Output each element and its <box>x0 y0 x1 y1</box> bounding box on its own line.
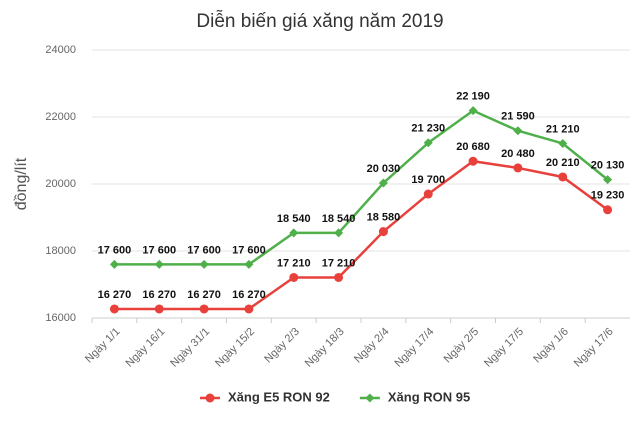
chart-title: Diễn biến giá xăng năm 2019 <box>196 10 443 32</box>
data-label: 22 190 <box>456 91 490 103</box>
data-label: 21 210 <box>546 123 580 135</box>
data-label: 20 480 <box>501 148 535 160</box>
point <box>244 304 254 314</box>
y-tick-label: 22000 <box>45 111 76 123</box>
data-label: 16 270 <box>142 289 176 301</box>
x-tick-label: Ngày 1/1 <box>83 326 123 366</box>
legend-label: Xăng RON 95 <box>388 389 470 404</box>
point <box>468 106 478 116</box>
data-label: 17 600 <box>232 244 266 256</box>
data-label: 17 600 <box>98 244 132 256</box>
x-tick-label: Ngày 2/3 <box>262 326 302 366</box>
point <box>603 205 613 215</box>
point <box>289 272 299 282</box>
point <box>199 259 209 269</box>
data-label: 20 030 <box>367 163 401 175</box>
point <box>109 304 119 314</box>
x-tick-label: Ngày 16/1 <box>123 326 167 370</box>
data-label: 20 130 <box>591 160 625 172</box>
y-axis-label: đồng/lít <box>13 157 30 210</box>
legend-item: Xăng RON 95 <box>359 389 470 404</box>
point <box>365 393 375 403</box>
point <box>513 126 523 136</box>
y-tick-label: 20000 <box>45 178 76 190</box>
point <box>558 172 568 182</box>
point <box>244 259 254 269</box>
data-label: 19 700 <box>411 174 445 186</box>
data-label: 18 540 <box>277 213 311 225</box>
x-tick-label: Ngày 17/6 <box>572 326 616 370</box>
point <box>199 304 209 314</box>
point <box>558 138 568 148</box>
data-label: 17 600 <box>142 244 176 256</box>
point <box>423 189 433 199</box>
x-tick-label: Ngày 15/2 <box>213 326 257 370</box>
point <box>154 304 164 314</box>
data-label: 21 590 <box>501 111 535 123</box>
point <box>603 175 613 185</box>
data-label: 16 270 <box>98 289 132 301</box>
series-line <box>114 159 609 311</box>
point <box>205 393 215 403</box>
series-line <box>114 109 609 266</box>
data-label: 17 210 <box>322 257 356 269</box>
data-label: 16 270 <box>232 289 266 301</box>
y-tick-label: 16000 <box>45 312 76 324</box>
point <box>109 259 119 269</box>
data-label: 21 230 <box>411 123 445 135</box>
point <box>423 138 433 148</box>
x-tick-label: Ngày 2/4 <box>352 326 392 366</box>
x-tick-label: Ngày 31/1 <box>168 326 212 370</box>
x-tick-label: Ngày 18/3 <box>303 326 347 370</box>
data-label: 18 540 <box>322 213 356 225</box>
point <box>378 178 388 188</box>
point <box>289 228 299 238</box>
point <box>154 259 164 269</box>
point <box>513 163 523 173</box>
legend-label: Xăng E5 RON 92 <box>228 389 330 404</box>
legend-item: Xăng E5 RON 92 <box>200 389 330 404</box>
data-label: 17 210 <box>277 257 311 269</box>
x-tick-label: Ngày 17/4 <box>392 326 436 370</box>
x-tick-label: Ngày 17/5 <box>482 326 526 370</box>
y-tick-label: 18000 <box>45 245 76 257</box>
y-tick-label: 24000 <box>45 44 76 56</box>
data-label: 20 680 <box>456 141 490 153</box>
data-label: 17 600 <box>187 244 221 256</box>
point <box>378 227 388 237</box>
data-label: 18 580 <box>367 211 401 223</box>
x-tick-label: Ngày 2/5 <box>442 326 482 366</box>
data-label: 19 230 <box>591 190 625 202</box>
point <box>334 228 344 238</box>
data-label: 16 270 <box>187 289 221 301</box>
point <box>468 156 478 166</box>
point <box>334 272 344 282</box>
x-tick-label: Ngày 1/6 <box>531 326 571 366</box>
data-label: 20 210 <box>546 157 580 169</box>
